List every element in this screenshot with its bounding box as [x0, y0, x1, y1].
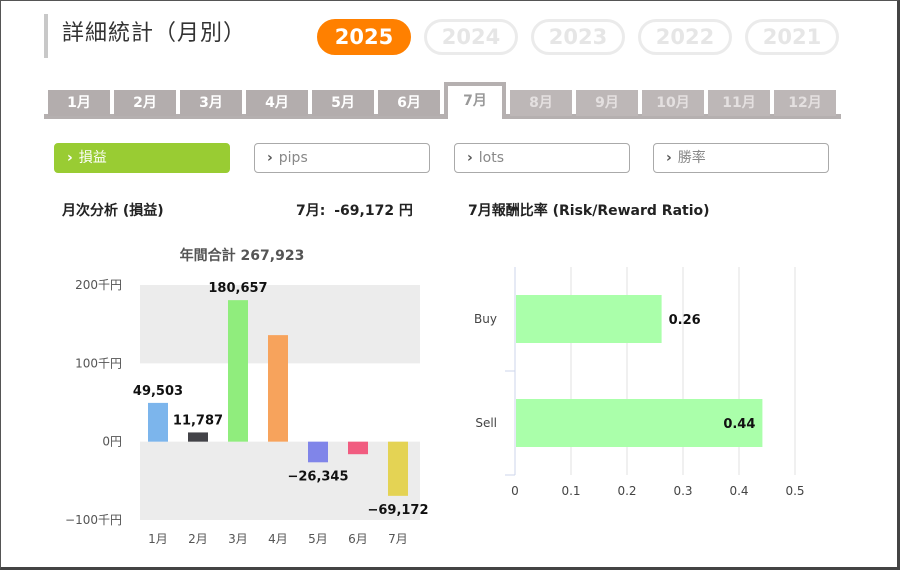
x-category-label: 1月 [148, 532, 168, 546]
y-tick-label: 100千円 [75, 356, 122, 370]
y-tick-label: −100千円 [65, 513, 122, 527]
chevron-right-icon: › [267, 150, 273, 166]
bar-6[interactable] [348, 441, 368, 455]
month-tab-3[interactable]: 3月 [180, 90, 242, 116]
metric-label: pips [278, 150, 308, 166]
y-tick-label: 200千円 [75, 278, 122, 292]
month-tab-1[interactable]: 1月 [48, 90, 110, 116]
y-category-label: Buy [474, 312, 497, 326]
bar-data-label: −26,345 [287, 469, 348, 484]
page-title: 詳細統計（月別） [62, 21, 247, 46]
x-category-label: 3月 [228, 532, 248, 546]
current-month-summary: 7月: -69,172 円 [296, 200, 413, 220]
year-tab-2025[interactable]: 2025 [317, 19, 411, 55]
ratio-bar-sell[interactable] [516, 399, 763, 447]
metric-label: 勝率 [677, 150, 706, 166]
x-category-label: 6月 [348, 532, 368, 546]
plot-band [140, 441, 420, 520]
month-tab-4[interactable]: 4月 [246, 90, 308, 116]
chevron-right-icon: › [467, 150, 473, 166]
x-tick-label: 0.3 [673, 484, 692, 498]
ratio-data-label: 0.44 [723, 417, 755, 432]
year-tab-2023[interactable]: 2023 [531, 19, 625, 55]
x-tick-label: 0 [511, 484, 519, 498]
bar-2[interactable] [188, 432, 208, 442]
month-tab-7[interactable]: 7月 [444, 82, 506, 119]
metric-button-pips[interactable]: › pips [254, 143, 430, 173]
ratio-data-label: 0.26 [669, 313, 701, 328]
monthly-profit-chart: 年間合計 267,923 200千円 100千円 0円 −100千円 49,503 11… [65, 247, 429, 546]
x-tick-label: 0.5 [785, 484, 804, 498]
ratio-bar-buy[interactable] [516, 295, 662, 343]
month-tab-12[interactable]: 12月 [774, 90, 836, 116]
month-tab-9[interactable]: 9月 [576, 90, 638, 116]
bar-data-label: 180,657 [208, 281, 267, 296]
bar-data-label: 11,787 [173, 413, 223, 428]
year-tab-2022[interactable]: 2022 [638, 19, 732, 55]
month-tab-2[interactable]: 2月 [114, 90, 176, 116]
bar-1[interactable] [148, 402, 168, 442]
month-tab-8[interactable]: 8月 [510, 90, 572, 116]
bar-7[interactable] [388, 441, 408, 496]
bar-data-label: 49,503 [133, 384, 183, 399]
risk-reward-heading: 7月報酬比率 (Risk/Reward Ratio) [468, 203, 710, 219]
monthly-analysis-heading: 月次分析 (損益) [62, 203, 164, 219]
month-tab-11[interactable]: 11月 [708, 90, 770, 116]
bar-4[interactable] [268, 335, 288, 442]
bar-5[interactable] [308, 441, 328, 463]
x-tick-label: 0.4 [729, 484, 748, 498]
metric-button-winrate[interactable]: › 勝率 [653, 143, 829, 173]
x-category-label: 4月 [268, 532, 288, 546]
x-category-label: 2月 [188, 532, 208, 546]
metric-button-lots[interactable]: › lots [454, 143, 630, 173]
chevron-right-icon: › [666, 150, 672, 166]
month-tab-6[interactable]: 6月 [378, 90, 440, 116]
risk-reward-chart: 0.26 0.44 0 0.1 0.2 0.3 0.4 0.5 Buy Sell [474, 267, 805, 498]
month-tab-10[interactable]: 10月 [642, 90, 704, 116]
metric-button-profit[interactable]: › 損益 [54, 143, 230, 173]
month-tabs-baseline [44, 114, 841, 119]
x-category-label: 5月 [308, 532, 328, 546]
y-tick-label: 0円 [102, 435, 122, 449]
current-month-value: -69,172 円 [334, 203, 413, 219]
year-tab-2024[interactable]: 2024 [424, 19, 518, 55]
bar-data-label: −69,172 [367, 503, 428, 518]
title-bar: 詳細統計（月別） [44, 14, 246, 58]
y-category-label: Sell [475, 416, 497, 430]
month-tab-5[interactable]: 5月 [312, 90, 374, 116]
year-tab-2021[interactable]: 2021 [745, 19, 839, 55]
metric-label: 損益 [78, 150, 107, 166]
bar-3[interactable] [228, 300, 248, 442]
current-month-label: 7月: [296, 203, 326, 219]
annual-total-title: 年間合計 267,923 [180, 247, 305, 264]
metric-label: lots [478, 150, 505, 166]
x-tick-label: 0.1 [561, 484, 580, 498]
x-category-label: 7月 [388, 532, 408, 546]
x-tick-label: 0.2 [617, 484, 636, 498]
chevron-right-icon: › [67, 150, 73, 166]
